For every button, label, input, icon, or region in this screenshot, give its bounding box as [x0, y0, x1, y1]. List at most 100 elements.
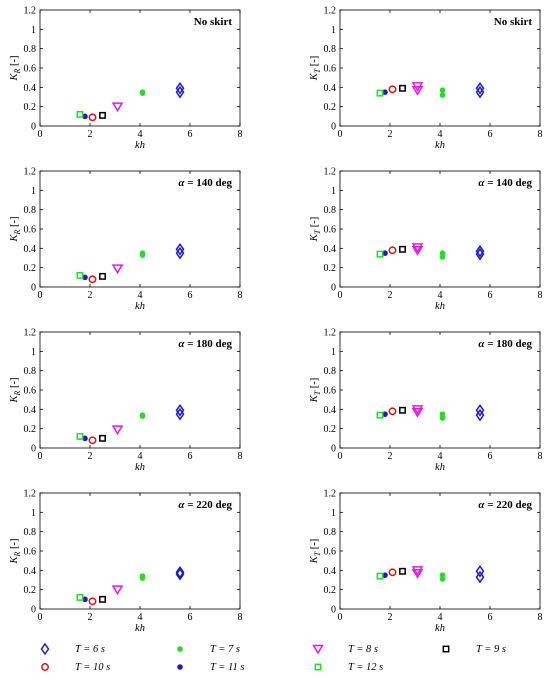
x-axis-label: kh — [135, 623, 145, 634]
data-point-t10 — [388, 246, 397, 255]
y-tick-label: 1 — [331, 508, 336, 519]
chart-panel-8: 0 2 4 6 8 0 0.2 0.4 0.6 0.8 1 1.2 kh KT [-] α = 220 de… — [309, 489, 543, 635]
legend-marker-t6 — [40, 642, 50, 656]
y-tick-label: 0.8 — [24, 527, 37, 538]
data-point-t7 — [439, 250, 446, 256]
data-point-t12 — [76, 432, 84, 440]
panel-annotation: α = 220 deg — [478, 499, 532, 511]
y-tick-label: 0.6 — [324, 225, 337, 236]
y-tick-label: 0.4 — [324, 244, 337, 255]
data-point-t11 — [82, 274, 88, 281]
legend-item-t11: T = 11 s — [177, 662, 244, 673]
y-tick-label: 0.8 — [24, 366, 37, 377]
x-tick-label: 4 — [438, 451, 443, 462]
y-axis-label: KT [-] — [309, 56, 322, 82]
x-tick-label: 8 — [538, 290, 543, 301]
data-point-t12 — [376, 89, 384, 97]
legend-label: T = 7 s — [210, 644, 240, 655]
data-point-t8 — [111, 264, 124, 275]
y-tick-label: 0.4 — [24, 566, 37, 577]
y-tick-label: 1.2 — [24, 6, 37, 17]
y-tick-label: 0 — [31, 444, 36, 455]
x-tick-label: 8 — [538, 451, 543, 462]
legend-marker-t12 — [314, 663, 322, 671]
panel-annotation: No skirt — [194, 16, 233, 28]
legend-marker-t7 — [177, 646, 183, 652]
y-tick-label: 0 — [31, 283, 36, 294]
y-tick-label: 0.2 — [324, 263, 337, 274]
data-point-t8 — [411, 407, 424, 418]
x-tick-label: 0 — [338, 290, 343, 301]
data-point-t8 — [411, 82, 424, 92]
panel-annotation: α = 180 deg — [178, 338, 232, 350]
x-tick-label: 2 — [88, 612, 93, 623]
legend-item-t12: T = 12 s — [314, 662, 383, 673]
x-tick-label: 0 — [338, 129, 343, 140]
data-point-t8 — [411, 246, 424, 256]
data-point-t11 — [82, 435, 88, 442]
y-tick-label: 0.8 — [324, 527, 337, 538]
x-tick-label: 4 — [138, 612, 143, 623]
x-tick-label: 2 — [388, 129, 393, 140]
x-tick-label: 2 — [88, 290, 93, 301]
y-axis-label: KR [-] — [9, 55, 22, 81]
legend-label: T = 9 s — [476, 644, 506, 655]
data-point-t7 — [439, 415, 446, 421]
data-point-t6 — [475, 564, 485, 578]
legend-item-t7: T = 7 s — [177, 644, 240, 655]
data-point-t8 — [411, 243, 424, 253]
data-point-t7 — [139, 412, 146, 418]
x-tick-label: 6 — [488, 129, 493, 140]
x-tick-label: 8 — [238, 290, 243, 301]
y-tick-label: 0.2 — [324, 424, 337, 435]
data-point-t12 — [376, 250, 384, 258]
x-tick-label: 0 — [38, 129, 43, 140]
x-tick-label: 2 — [388, 290, 393, 301]
data-point-t9 — [399, 245, 406, 253]
x-axis-label: kh — [435, 140, 445, 151]
x-tick-label: 6 — [188, 451, 193, 462]
y-axis-label: KR [-] — [9, 216, 22, 242]
chart-panel-1: 0 2 4 6 8 0 0.2 0.4 0.6 0.8 1 1.2 kh KR [-] No skirt — [9, 6, 243, 152]
data-point-t6 — [475, 81, 485, 95]
data-point-t7 — [439, 87, 446, 94]
x-axis-label: kh — [435, 623, 445, 634]
y-tick-label: 1.2 — [324, 489, 337, 500]
data-point-t7 — [139, 89, 146, 95]
y-tick-label: 0 — [331, 122, 336, 133]
data-point-t6 — [175, 565, 185, 579]
y-tick-label: 1.2 — [24, 328, 37, 339]
panel-annotation: α = 140 deg — [478, 177, 532, 189]
legend-marker-t11 — [177, 664, 183, 670]
data-point-t6 — [175, 567, 185, 581]
y-tick-label: 1.2 — [24, 489, 37, 500]
x-axis-label: kh — [135, 462, 145, 473]
chart-panel-5: 0 2 4 6 8 0 0.2 0.4 0.6 0.8 1 1.2 kh KR [-] α = 180 de… — [9, 328, 243, 474]
x-tick-label: 6 — [488, 451, 493, 462]
x-tick-label: 8 — [538, 129, 543, 140]
x-axis-label: kh — [135, 140, 145, 151]
data-point-t9 — [399, 567, 406, 575]
data-point-t12 — [76, 593, 84, 601]
y-tick-label: 0.8 — [24, 44, 37, 55]
y-tick-label: 0.4 — [24, 83, 37, 94]
y-tick-label: 0 — [31, 122, 36, 133]
y-tick-label: 1 — [331, 347, 336, 358]
legend-label: T = 12 s — [348, 662, 383, 673]
x-tick-label: 8 — [238, 612, 243, 623]
data-point-t8 — [111, 585, 124, 596]
data-point-t6 — [475, 403, 485, 417]
y-tick-label: 0.2 — [24, 424, 37, 435]
y-axis-label: KT [-] — [309, 217, 322, 243]
legend-item-t9: T = 9 s — [442, 644, 506, 655]
y-axis-label: KT [-] — [309, 539, 322, 565]
chart-panel-4: 0 2 4 6 8 0 0.2 0.4 0.6 0.8 1 1.2 kh KT [-] α = 140 de… — [309, 167, 543, 313]
y-tick-label: 1 — [31, 508, 36, 519]
x-tick-label: 2 — [88, 451, 93, 462]
data-point-t7 — [439, 576, 446, 582]
x-tick-label: 6 — [188, 290, 193, 301]
data-point-t6 — [475, 244, 485, 258]
legend-marker-t10 — [41, 663, 49, 671]
x-tick-label: 0 — [38, 290, 43, 301]
